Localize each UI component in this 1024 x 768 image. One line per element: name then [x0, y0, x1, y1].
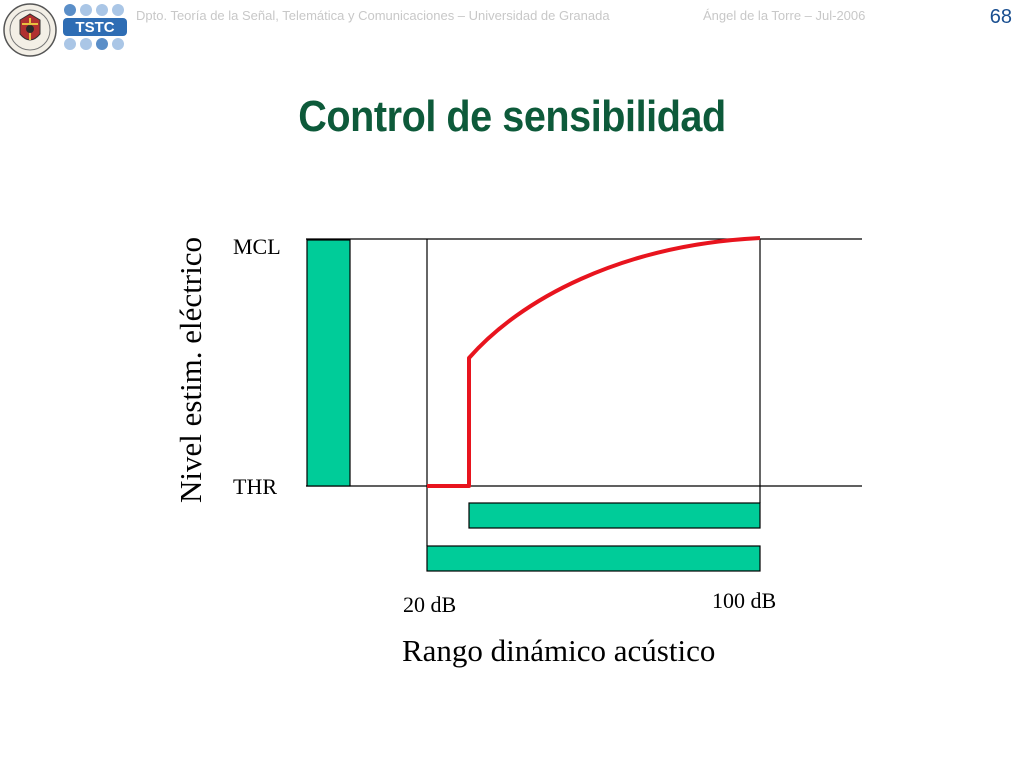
tick-label-20db: 20 dB — [403, 592, 456, 617]
y-axis-label: Nivel estim. eléctrico — [173, 237, 208, 503]
department-label: Dpto. Teoría de la Señal, Telemática y C… — [136, 8, 610, 23]
university-crest-icon — [3, 3, 57, 57]
tick-label-100db: 100 dB — [712, 588, 776, 613]
x-axis-label: Rango dinámico acústico — [402, 633, 715, 668]
slide-header: TSTC Dpto. Teoría de la Señal, Telemátic… — [0, 0, 1024, 60]
mcl-label: MCL — [233, 234, 281, 259]
page-number: 68 — [989, 6, 1012, 28]
mapping-curve — [427, 236, 761, 488]
tstc-logo-text: TSTC — [75, 19, 114, 36]
full-acoustic-range-bar — [426, 545, 761, 572]
electric-range-bar — [306, 239, 351, 487]
tstc-logo: TSTC — [62, 2, 128, 52]
slide-title: Control de sensibilidad — [298, 92, 726, 141]
author-date-label: Ángel de la Torre – Jul-2006 — [703, 8, 866, 23]
reduced-acoustic-range-bar — [468, 502, 761, 529]
thr-label: THR — [233, 474, 277, 499]
